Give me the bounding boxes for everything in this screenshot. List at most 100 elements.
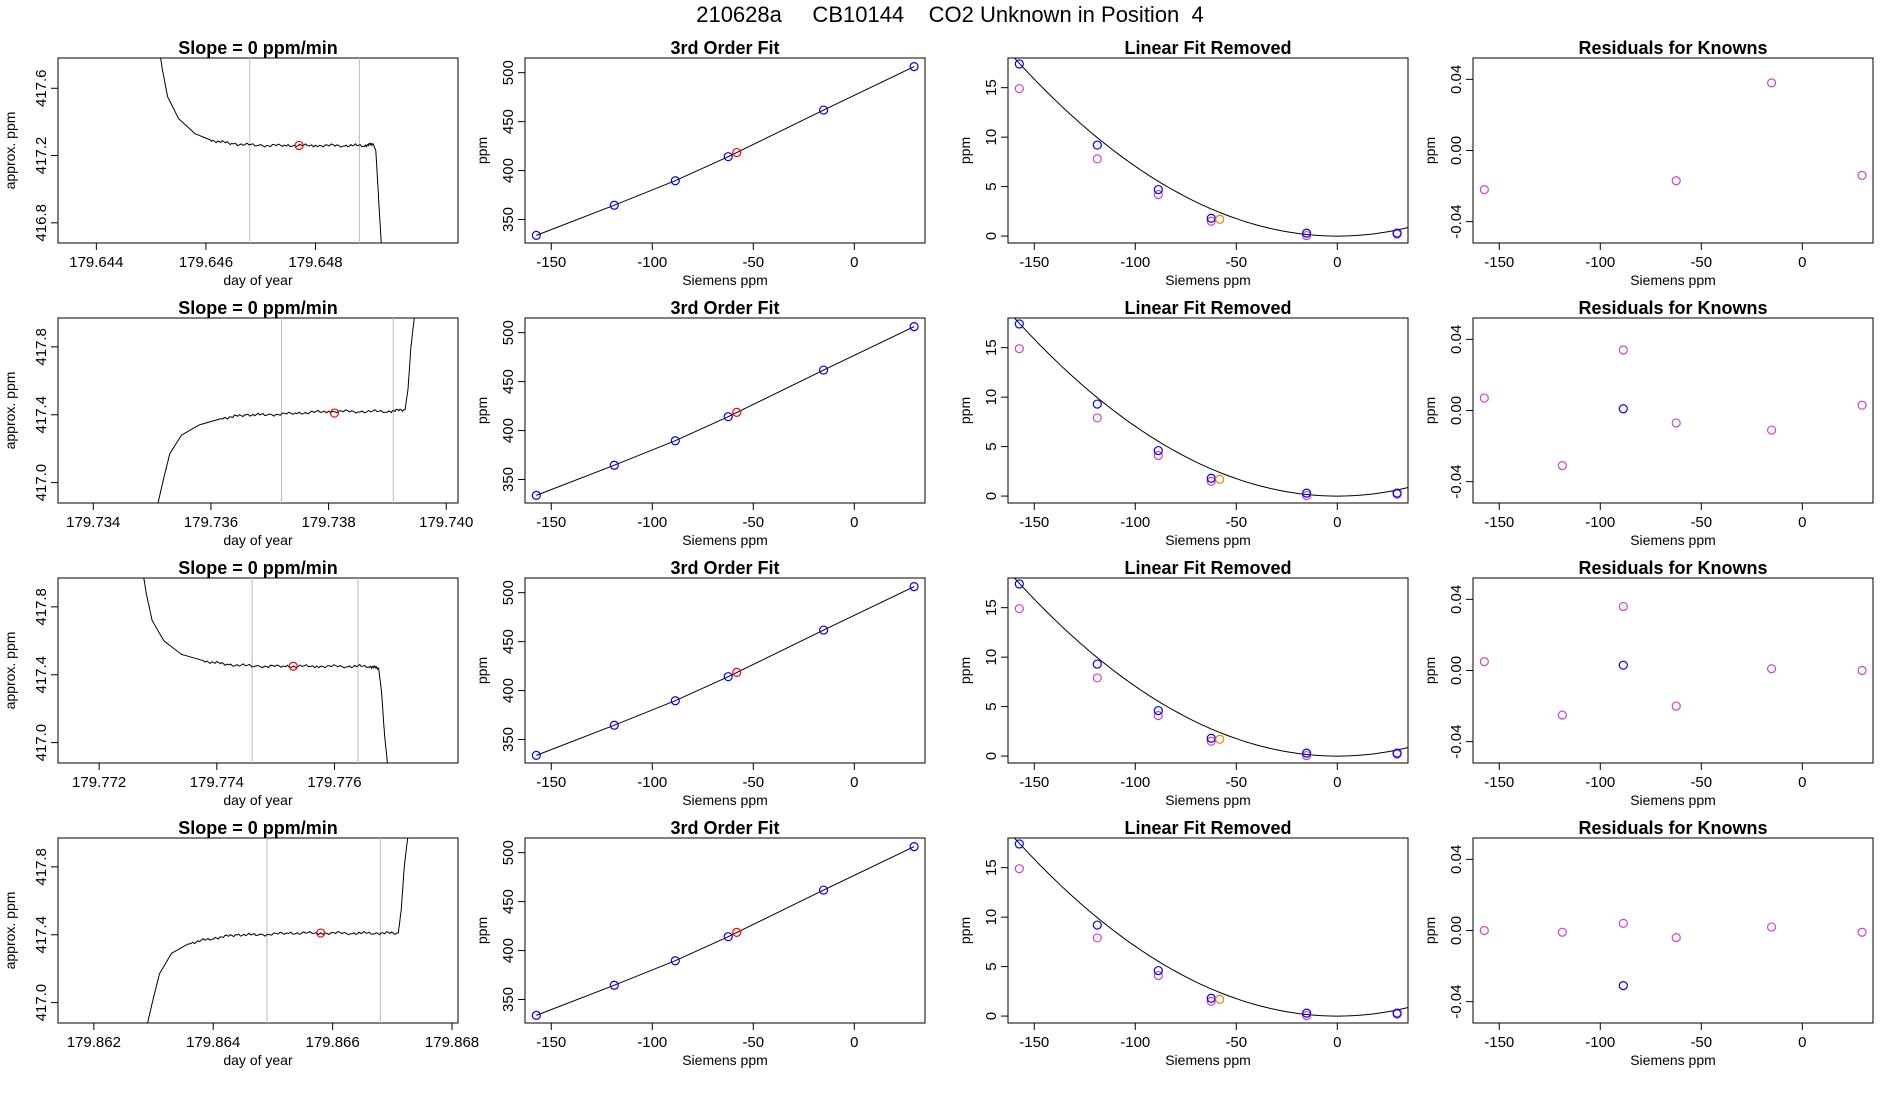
panel-timeseries-row-2: Slope = 0 ppm/min 179.772 179.774 179.776 41… <box>2 558 459 808</box>
plot-frame <box>57 317 459 504</box>
y-tick-label: 0.04 <box>1448 585 1465 614</box>
x-tick-label: 179.740 <box>419 514 473 531</box>
y-tick-label: 0.04 <box>1448 325 1465 354</box>
x-tick-label: 0 <box>1798 1034 1806 1051</box>
fit-point <box>1301 488 1312 498</box>
unknown-point <box>1215 474 1225 484</box>
residual-curve <box>1013 838 1408 1017</box>
y-tick-label: 417.6 <box>33 69 50 107</box>
x-tick-label: 0 <box>850 1034 858 1051</box>
unknown-point <box>732 147 742 158</box>
y-tick-label: 416.8 <box>33 204 50 242</box>
x-tick-label: -50 <box>742 254 764 271</box>
fit-point <box>1092 659 1102 669</box>
fit-point <box>1392 748 1402 758</box>
panel-residuals-row-2: Residuals for Knowns -150 -100 -50 0 -0.04 0.0… <box>1422 558 1874 808</box>
y-tick-label: 450 <box>500 109 517 134</box>
panel-title: 3rd Order Fit <box>670 298 779 318</box>
panel-title: Residuals for Knowns <box>1578 818 1767 838</box>
y-axis-label: ppm <box>1422 137 1438 164</box>
x-tick-label: 179.736 <box>184 514 238 531</box>
panel-title: Linear Fit Removed <box>1124 558 1291 578</box>
x-axis-label: Siemens ppm <box>682 792 768 808</box>
standard-point <box>723 672 733 682</box>
y-tick-label: 500 <box>500 580 517 605</box>
x-axis-label: Siemens ppm <box>1165 532 1251 548</box>
x-tick-label: 179.774 <box>190 774 244 791</box>
x-tick-label: -150 <box>536 1034 566 1051</box>
x-axis-label: day of year <box>223 792 293 808</box>
x-tick-label: 179.738 <box>301 514 355 531</box>
y-tick-label: 0.00 <box>1448 396 1465 425</box>
fit-point <box>1014 319 1024 329</box>
x-tick-label: -150 <box>536 254 566 271</box>
unknown-mean-marker <box>316 928 326 938</box>
x-tick-label: -50 <box>742 774 764 791</box>
residual-point <box>1857 400 1867 410</box>
plot-frame <box>524 317 926 504</box>
y-tick-label: 500 <box>500 320 517 345</box>
x-tick-label: 0 <box>850 774 858 791</box>
residual-point <box>1857 927 1867 937</box>
cubic-fit-line <box>536 326 915 496</box>
cubic-fit-line <box>536 66 915 236</box>
y-tick-label: 350 <box>500 467 517 492</box>
panel-residuals-row-3: Residuals for Knowns -150 -100 -50 0 -0.04 0.0… <box>1422 818 1874 1068</box>
panel-fit-row-1: 3rd Order Fit -150 -100 -50 0 350 400 450 500 Sie… <box>474 298 926 548</box>
panel-title: 3rd Order Fit <box>670 558 779 578</box>
x-tick-label: -50 <box>1225 514 1247 531</box>
plot-frame <box>524 57 926 244</box>
standard-point <box>909 582 919 592</box>
x-tick-label: -150 <box>1019 254 1049 271</box>
y-tick-label: 15 <box>983 339 1000 356</box>
x-tick-label: -150 <box>536 514 566 531</box>
x-tick-label: -50 <box>1225 1034 1247 1051</box>
y-tick-label: 417.4 <box>33 396 50 434</box>
x-tick-label: 0 <box>1798 514 1806 531</box>
standard-point <box>670 176 680 186</box>
y-tick-label: 15 <box>983 859 1000 876</box>
x-tick-label: 179.648 <box>288 254 342 271</box>
x-tick-label: -100 <box>637 1034 667 1051</box>
fit-point <box>1301 228 1312 238</box>
x-tick-label: -100 <box>637 254 667 271</box>
x-axis-label: Siemens ppm <box>1165 272 1251 288</box>
y-axis-label: ppm <box>474 137 490 164</box>
x-tick-label: 179.646 <box>179 254 233 271</box>
x-axis-label: Siemens ppm <box>1630 792 1716 808</box>
y-tick-label: 0.00 <box>1448 916 1465 945</box>
residual-point <box>1857 665 1867 676</box>
residual-point <box>1479 925 1489 936</box>
x-tick-label: -150 <box>1019 774 1049 791</box>
x-axis-label: Siemens ppm <box>1165 792 1251 808</box>
plot-area <box>531 842 919 1020</box>
known-point <box>1092 673 1102 683</box>
plot-frame <box>1007 577 1409 764</box>
plot-frame <box>1007 57 1409 244</box>
y-tick-label: 0.00 <box>1448 136 1465 165</box>
plot-frame <box>1007 837 1409 1024</box>
x-tick-label: -100 <box>637 514 667 531</box>
known-point <box>1301 1010 1312 1021</box>
panel-residuals-row-1: Residuals for Knowns -150 -100 -50 0 -0.04 0.0… <box>1422 298 1874 548</box>
panel-residuals-row-0: Residuals for Knowns -150 -100 -50 0 -0.04 0.0… <box>1422 38 1874 288</box>
residual-point <box>1671 176 1681 186</box>
x-tick-label: 0 <box>1333 514 1341 531</box>
known-point <box>1092 413 1102 423</box>
x-tick-label: 179.868 <box>425 1034 479 1051</box>
plot-area <box>1479 345 1867 471</box>
y-axis-label: ppm <box>957 137 973 164</box>
fit-point <box>1153 184 1163 195</box>
standard-point <box>909 322 919 332</box>
x-tick-label: -100 <box>1585 514 1615 531</box>
plot-area <box>157 318 415 503</box>
x-tick-label: 0 <box>1333 774 1341 791</box>
y-tick-label: 10 <box>983 389 1000 406</box>
panel-linear_removed-row-3: Linear Fit Removed -150 -100 -50 0 0 5 10 15 Siem… <box>957 818 1409 1068</box>
known-point <box>1301 750 1312 761</box>
unknown-point <box>732 667 742 677</box>
y-tick-label: 0.00 <box>1448 656 1465 685</box>
plot-area <box>1013 318 1408 501</box>
residual-point <box>1618 601 1628 612</box>
x-axis-label: Siemens ppm <box>682 532 768 548</box>
